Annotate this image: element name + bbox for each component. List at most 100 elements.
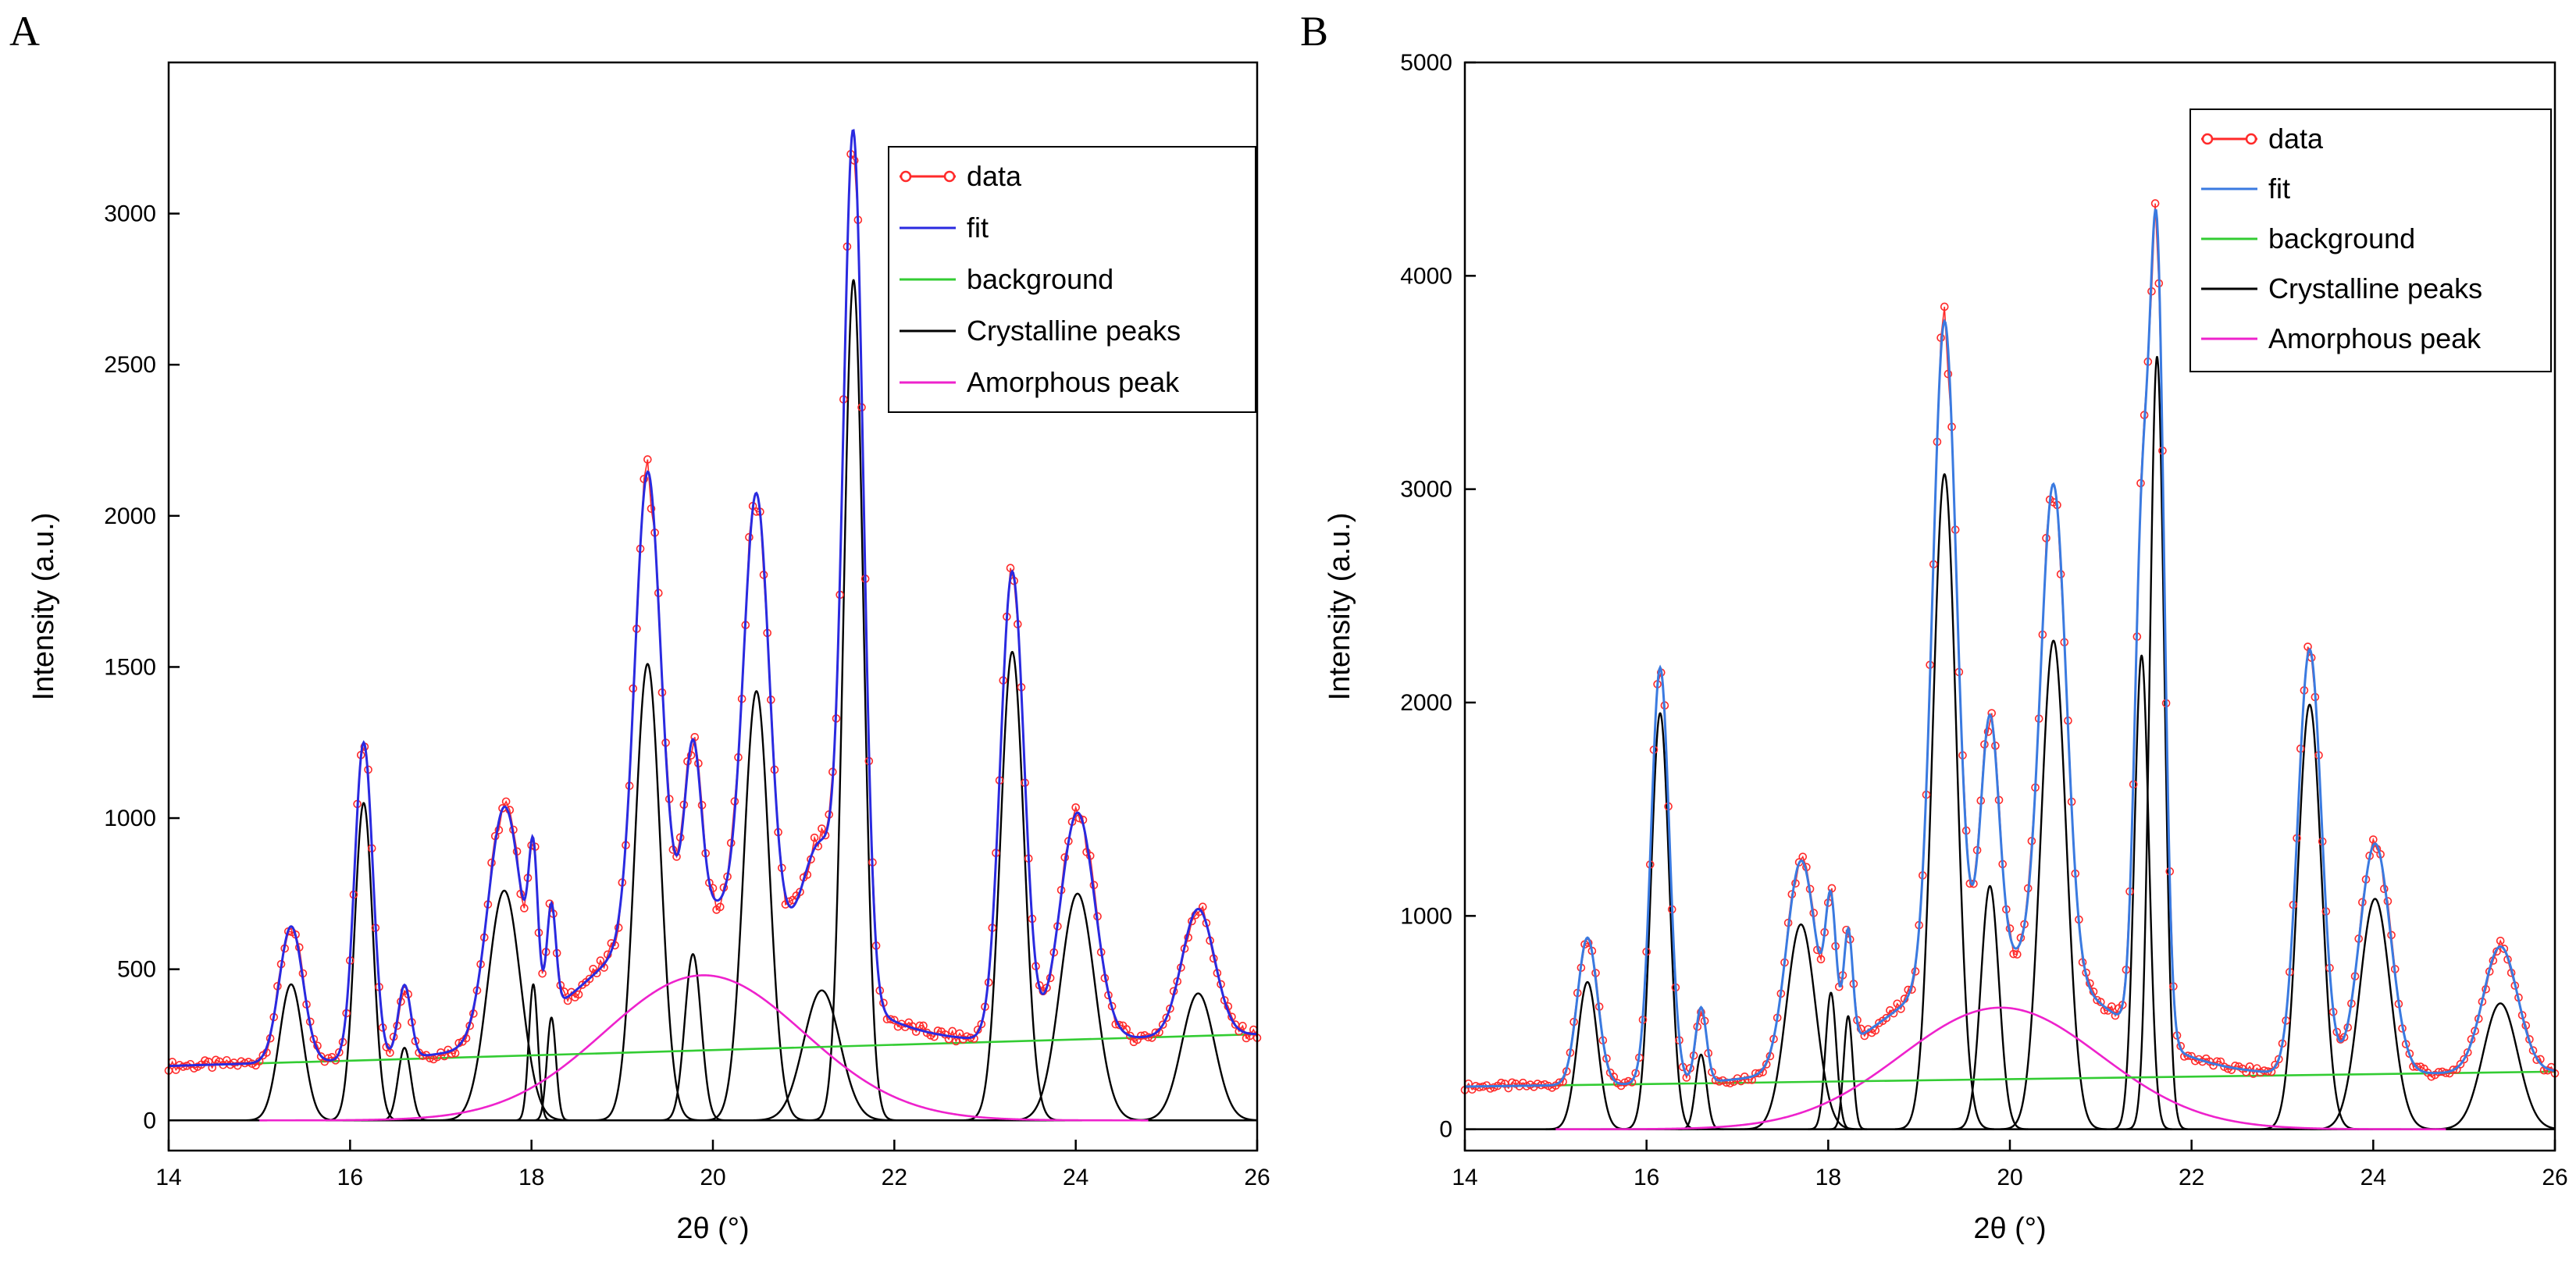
panel-b-y-tick-label-3000: 3000: [1400, 477, 1452, 503]
panel-a-crystalline-peak-5: [514, 983, 553, 1122]
panel-a-x-tick-label-24: 24: [1063, 1165, 1088, 1190]
panel-a-y-axis-title: Intensity (a.u.): [27, 513, 60, 701]
panel-b-data-point: [2528, 1046, 2538, 1055]
panel-a-legend-label-fit: fit: [967, 212, 989, 244]
panel-b-data-point: [1983, 728, 1993, 736]
panel-a-data-point: [585, 974, 594, 984]
panel-b-legend-item-fit: fit: [2201, 173, 2290, 205]
panel-a-legend-item-crystalline: Crystalline peaks: [900, 315, 1181, 347]
panel-a-y-tick-label-500: 500: [117, 957, 156, 983]
panel-b-data-point: [2499, 945, 2509, 953]
panel-b-crystalline-peak-11: [2126, 355, 2188, 1130]
panel-b-crystalline-peak-2: [1622, 712, 1699, 1130]
panel-b-legend: data fit background Crystalline peaks Am…: [2189, 109, 2552, 372]
panel-b-y-tick-label-0: 0: [1439, 1117, 1452, 1143]
panel-a-data-point: [1238, 1022, 1247, 1030]
panel-a-data-point: [1151, 1028, 1160, 1037]
panel-a-data-point: [647, 504, 656, 513]
panel-a-crystalline-peak-10: [745, 989, 898, 1122]
panel-a-legend-item-amorphous: Amorphous peak: [900, 366, 1180, 398]
panel-a-legend-label-background: background: [967, 263, 1113, 295]
panel-a-y-tick-label-2000: 2000: [104, 503, 156, 529]
panel-a-data-point: [919, 1021, 928, 1030]
panel-a-x-tick-label-26: 26: [1244, 1165, 1270, 1190]
panel-b-data-point: [1940, 302, 1949, 311]
panel-a-data-point: [335, 1048, 344, 1057]
panel-a-crystalline-peak-1: [241, 983, 341, 1122]
panel-a-data-point: [1158, 1020, 1167, 1029]
panel-b-crystalline-peak-5: [1808, 991, 1855, 1130]
panel-a-legend-label-data: data: [967, 160, 1022, 192]
panel-a-legend-item-fit: fit: [900, 212, 989, 244]
panel-a-crystalline-peak-14: [1129, 992, 1258, 1122]
panel-b-legend-item-background: background: [2201, 222, 2415, 254]
panel-b-legend-item-crystalline: Crystalline peaks: [2201, 272, 2482, 304]
panel-b-x-axis-title: 2θ (°): [1973, 1212, 2046, 1245]
panel-b-x-tick-label-16: 16: [1634, 1165, 1659, 1190]
panel-b-data-point: [2460, 1055, 2468, 1064]
panel-b-data-point: [2013, 950, 2022, 959]
panel-a-legend: data fit background Crystalline peaks Am…: [888, 146, 1256, 413]
panel-letter-a: A: [9, 8, 40, 55]
panel-a-fit-curve: [168, 129, 1258, 1068]
panel-a-data-point: [1071, 803, 1080, 812]
panel-b-crystalline-peak-9: [2000, 639, 2107, 1130]
panel-b-crystalline-peak-7: [1894, 473, 1994, 1130]
panel-b-data-point: [2496, 937, 2505, 945]
panel-b-y-tick-label-4000: 4000: [1400, 263, 1452, 289]
panel-b-data-point: [1889, 1009, 1898, 1018]
panel-a-data-point: [1245, 1031, 1255, 1041]
panel-a-data-point: [574, 990, 583, 999]
panel-b-data-point: [2097, 998, 2105, 1006]
panel-b-x-tick-label-14: 14: [1452, 1165, 1477, 1190]
panel-b-data-point: [1755, 1069, 1764, 1078]
panel-b-data-point: [1555, 1078, 1564, 1087]
panel-b-legend-label-background: background: [2268, 222, 2415, 254]
panel-a-ticks: 14 16 18 20 22 24 26 0 500 1000 1500 2000 2500 3000: [104, 201, 1270, 1190]
panel-a-data-point: [1006, 564, 1015, 573]
panel-b-legend-item-data: data: [2201, 123, 2324, 155]
panel-b-data-point: [2369, 835, 2378, 844]
panel-a-data-point: [672, 852, 681, 861]
panel-a-data-point: [810, 833, 819, 842]
panel-b-data-point: [1504, 1083, 1513, 1093]
panel-b-x-tick-label-26: 26: [2542, 1165, 2567, 1190]
panel-b-legend-label-data: data: [2268, 123, 2324, 155]
panel-b-legend-item-amorphous: Amorphous peak: [2201, 322, 2482, 354]
panel-a-crystalline-peak-11: [811, 279, 896, 1122]
panel-b-y-axis-title: Intensity (a.u.): [1324, 513, 1356, 701]
panel-a-x-tick-label-20: 20: [700, 1165, 725, 1190]
panel-b-plot-area: [1460, 199, 2560, 1130]
panel-a-data-point: [1199, 902, 1207, 911]
panel-b-crystalline-peak-10: [2111, 654, 2172, 1130]
panel-a-x-tick-label-14: 14: [155, 1165, 181, 1190]
panel-a-x-tick-label-16: 16: [337, 1165, 363, 1190]
panel-a-crystalline-peak-6: [532, 1016, 571, 1122]
panel-b-legend-label-amorphous: Amorphous peak: [2268, 322, 2482, 354]
panel-b-crystalline-peak-4: [1740, 923, 1862, 1130]
panel-b-y-tick-label-5000: 5000: [1400, 50, 1452, 76]
panel-a-axes-frame: [167, 61, 1259, 1152]
panel-a-data-point: [948, 1026, 957, 1036]
panel-a-crystalline-peak-4: [435, 889, 573, 1122]
panel-b-data-point: [1882, 1013, 1891, 1023]
panel-a-data-point: [886, 1015, 895, 1024]
panel-a-y-tick-label-2500: 2500: [104, 352, 156, 378]
panel-b-data-point: [2449, 1066, 2458, 1074]
panel-a-y-tick-label-0: 0: [143, 1108, 156, 1133]
panel-a-data-point: [501, 797, 511, 806]
panel-b-fit-curve: [1464, 208, 2556, 1088]
panel-b-data-point: [1486, 1084, 1495, 1093]
panel-a-x-axis-title: 2θ (°): [676, 1212, 749, 1245]
panel-a-y-tick-label-3000: 3000: [104, 201, 156, 227]
panel-b-x-tick-label-24: 24: [2360, 1165, 2386, 1190]
panel-a-y-tick-label-1500: 1500: [104, 654, 156, 680]
panel-a-data-point: [1115, 1020, 1124, 1030]
panel-b-y-tick-label-2000: 2000: [1400, 690, 1452, 716]
panel-a-data-point: [643, 455, 652, 464]
panel-a-plot-area: [164, 129, 1262, 1122]
panel-a-data-point: [715, 902, 725, 912]
panel-a-x-tick-label-22: 22: [882, 1165, 907, 1190]
panel-b-amorphous-peak: [1555, 1006, 2446, 1130]
